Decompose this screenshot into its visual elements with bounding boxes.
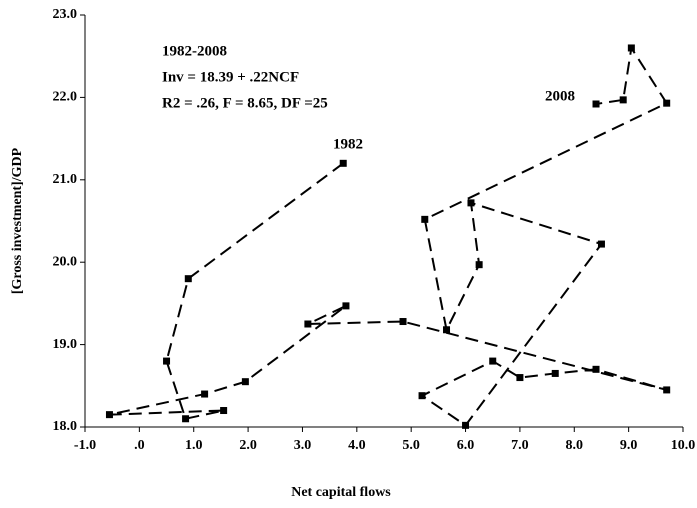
marker — [342, 302, 350, 310]
marker — [619, 96, 627, 104]
x-tick-label: .0 — [134, 438, 145, 453]
annotation: 2008 — [545, 88, 575, 104]
marker — [182, 415, 190, 423]
x-tick-label: 1.0 — [185, 438, 203, 453]
marker — [443, 326, 451, 334]
annotation: 1982 — [333, 136, 363, 152]
x-tick-label: 8.0 — [566, 438, 584, 453]
x-tick-label: 2.0 — [239, 438, 257, 453]
annotation: R2 = .26, F = 8.65, DF =25 — [162, 95, 328, 111]
marker — [663, 386, 671, 394]
annotation: Inv = 18.39 + .22NCF — [162, 69, 299, 85]
x-axis-title: Net capital flows — [291, 485, 391, 500]
y-tick-label: 20.0 — [53, 254, 78, 269]
marker — [241, 378, 249, 386]
marker — [304, 320, 312, 328]
y-tick-label: 23.0 — [53, 7, 78, 22]
x-tick-label: 7.0 — [511, 438, 529, 453]
marker — [418, 392, 426, 400]
marker — [627, 44, 635, 52]
x-tick-label: 9.0 — [620, 438, 638, 453]
marker — [105, 411, 113, 419]
y-axis-title: [Gross investment]/GDP — [10, 147, 25, 294]
x-tick-label: 10.0 — [671, 438, 696, 453]
marker — [201, 390, 209, 398]
marker — [475, 261, 483, 269]
marker — [592, 100, 600, 108]
marker — [467, 199, 475, 207]
x-tick-label: 3.0 — [294, 438, 312, 453]
marker — [597, 240, 605, 248]
marker — [592, 365, 600, 373]
x-tick-label: -1.0 — [74, 438, 96, 453]
marker — [551, 369, 559, 377]
marker — [220, 407, 228, 415]
x-tick-label: 4.0 — [348, 438, 366, 453]
marker — [663, 99, 671, 107]
marker — [399, 318, 407, 326]
marker — [163, 357, 171, 365]
marker — [489, 357, 497, 365]
y-tick-label: 18.0 — [53, 419, 78, 434]
marker — [516, 374, 524, 382]
marker — [184, 275, 192, 283]
marker — [339, 159, 347, 167]
y-tick-label: 22.0 — [53, 90, 78, 105]
annotation: 1982-2008 — [162, 43, 227, 59]
y-tick-label: 19.0 — [53, 337, 78, 352]
marker — [462, 421, 470, 429]
x-tick-label: 5.0 — [402, 438, 420, 453]
x-tick-label: 6.0 — [457, 438, 475, 453]
y-tick-label: 21.0 — [53, 172, 78, 187]
marker — [421, 215, 429, 223]
